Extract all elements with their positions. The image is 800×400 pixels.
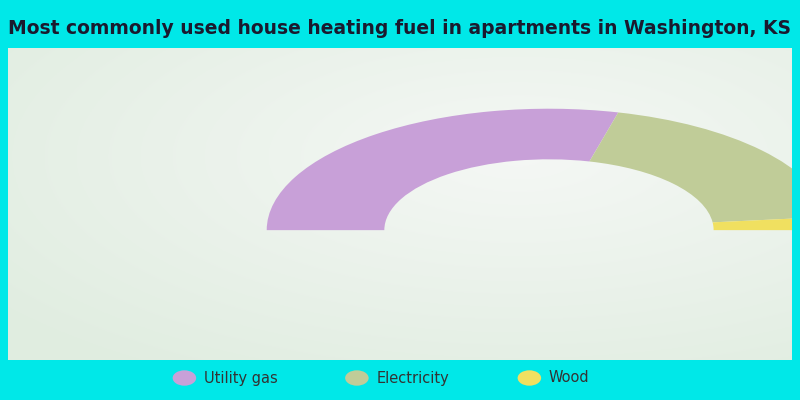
Wedge shape [266,109,618,230]
Wedge shape [590,112,800,222]
Wedge shape [713,217,800,230]
Text: Most commonly used house heating fuel in apartments in Washington, KS: Most commonly used house heating fuel in… [9,18,791,38]
Text: Electricity: Electricity [377,370,450,386]
Ellipse shape [173,370,196,386]
Ellipse shape [345,370,369,386]
Text: Wood: Wood [549,370,590,386]
Text: Utility gas: Utility gas [204,370,278,386]
Ellipse shape [518,370,541,386]
